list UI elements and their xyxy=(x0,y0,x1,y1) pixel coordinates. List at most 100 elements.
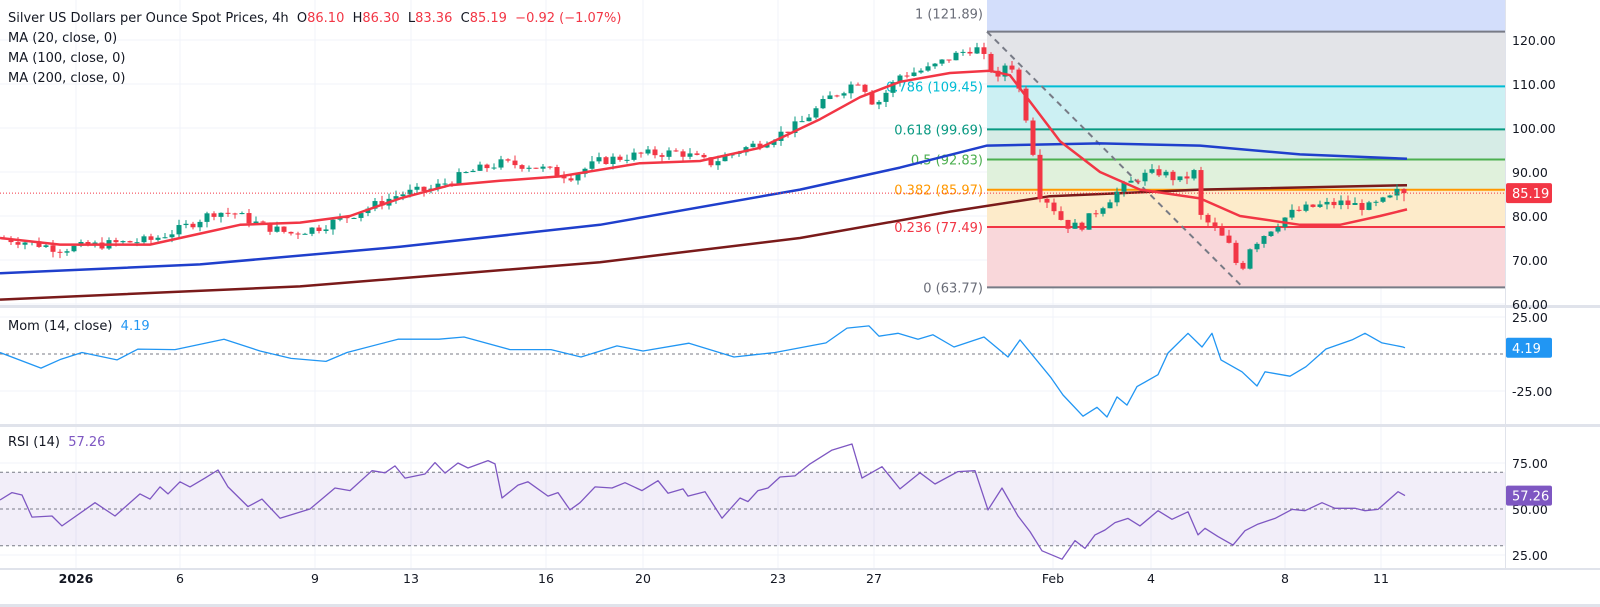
candle xyxy=(1044,197,1050,209)
bottom-border xyxy=(0,604,1600,607)
candle-body xyxy=(778,131,784,141)
candle-body xyxy=(1191,170,1197,179)
candle xyxy=(806,114,812,122)
candle-body xyxy=(1086,213,1092,230)
candle-body xyxy=(113,240,119,243)
time-axis-label: 6 xyxy=(176,571,184,586)
momentum-axis-label: -25.00 xyxy=(1512,384,1552,399)
candle-body xyxy=(491,167,497,169)
candle xyxy=(78,239,84,248)
candle xyxy=(1310,204,1316,208)
candle xyxy=(722,152,728,162)
candle-body xyxy=(1359,203,1365,210)
candle-body xyxy=(694,153,700,155)
candle-body xyxy=(155,237,161,240)
candle xyxy=(1051,198,1057,215)
candle-body xyxy=(442,183,448,185)
candle xyxy=(1198,166,1204,220)
candle xyxy=(204,211,210,228)
candle-body xyxy=(505,159,511,161)
candle-body xyxy=(351,217,357,219)
candle-body xyxy=(715,161,721,166)
candle xyxy=(960,49,966,56)
candle xyxy=(666,147,672,160)
candle xyxy=(876,100,882,110)
momentum-value: 4.19 xyxy=(120,319,150,334)
candle xyxy=(1275,223,1281,234)
candle xyxy=(379,195,385,210)
candle-body xyxy=(176,225,182,235)
candle-body xyxy=(701,154,707,158)
candle xyxy=(1149,164,1155,175)
candle xyxy=(323,225,329,234)
rsi-axis-label: 50.00 xyxy=(1512,502,1548,517)
candle xyxy=(1324,197,1330,210)
candle-body xyxy=(148,236,154,240)
candle-body xyxy=(1170,171,1176,181)
candle-body xyxy=(1114,191,1120,203)
ma200-legend[interactable]: MA (200, close, 0) xyxy=(8,71,126,86)
candle xyxy=(393,190,399,204)
candle xyxy=(176,219,182,240)
ma100-line xyxy=(0,142,1408,275)
candle xyxy=(1247,248,1253,270)
candle-body xyxy=(169,234,175,238)
candle-body xyxy=(183,223,189,226)
time-axis-label: 16 xyxy=(538,571,554,586)
fib-level-label: 0.382 (85.97) xyxy=(894,184,983,199)
candle-body xyxy=(456,172,462,185)
momentum-legend[interactable]: Mom (14, close) 4.19 xyxy=(8,319,150,334)
candle-body xyxy=(162,237,168,239)
momentum-line xyxy=(0,325,1406,418)
candle xyxy=(330,217,336,235)
candle-body xyxy=(1184,176,1190,179)
candle xyxy=(120,240,126,244)
time-axis-label: 13 xyxy=(403,571,419,586)
candle-body xyxy=(253,221,259,224)
candle-body xyxy=(890,82,896,93)
rsi-legend[interactable]: RSI (14) 57.26 xyxy=(8,435,106,450)
candle xyxy=(519,164,525,172)
ma20-line xyxy=(0,69,1408,246)
candle xyxy=(526,165,532,172)
candle xyxy=(925,62,931,72)
candle-body xyxy=(1303,204,1309,211)
candle-body xyxy=(1198,170,1204,215)
candle-body xyxy=(820,99,826,109)
candle xyxy=(1114,187,1120,207)
ma20-legend[interactable]: MA (20, close, 0) xyxy=(8,31,118,46)
momentum-value-tag: 4.19 xyxy=(1512,342,1541,357)
candle xyxy=(533,167,539,170)
candle xyxy=(603,155,609,165)
candle xyxy=(239,211,245,215)
candle-body xyxy=(862,84,868,92)
low-value: 83.36 xyxy=(415,11,453,26)
candle-body xyxy=(400,194,406,197)
candle-body xyxy=(1338,200,1344,206)
candle xyxy=(1219,223,1225,236)
candle xyxy=(638,151,644,158)
candle xyxy=(1387,194,1393,199)
candle xyxy=(1142,169,1148,186)
candle-body xyxy=(1380,197,1386,202)
candle-body xyxy=(967,51,973,54)
candle xyxy=(1373,200,1379,207)
candle xyxy=(631,148,637,162)
candle xyxy=(1065,219,1071,234)
candle xyxy=(855,82,861,86)
candle-body xyxy=(71,245,77,252)
candle-body xyxy=(281,226,287,232)
candle xyxy=(1072,218,1078,229)
pane-divider xyxy=(0,305,1600,308)
candle xyxy=(190,221,196,230)
time-axis-label: 8 xyxy=(1281,571,1289,586)
candle-body xyxy=(925,66,931,71)
momentum-axis-label: 25.00 xyxy=(1512,310,1548,325)
candle-body xyxy=(645,149,651,154)
candle-body xyxy=(211,213,217,217)
ma100-legend[interactable]: MA (100, close, 0) xyxy=(8,51,126,66)
price-axis-label: 70.00 xyxy=(1512,253,1548,268)
time-axis-label: 20 xyxy=(635,571,651,586)
candle xyxy=(988,52,994,73)
